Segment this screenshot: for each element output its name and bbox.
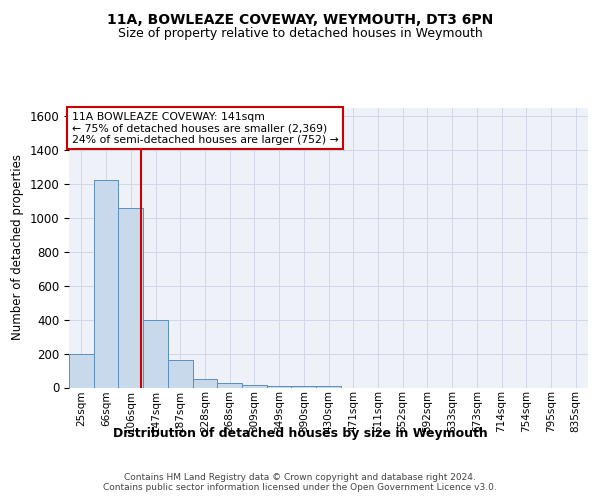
Y-axis label: Number of detached properties: Number of detached properties <box>11 154 24 340</box>
Bar <box>242 385 267 388</box>
Text: Size of property relative to detached houses in Weymouth: Size of property relative to detached ho… <box>118 28 482 40</box>
Text: 11A BOWLEAZE COVEWAY: 141sqm
← 75% of detached houses are smaller (2,369)
24% of: 11A BOWLEAZE COVEWAY: 141sqm ← 75% of de… <box>71 112 338 145</box>
Bar <box>316 386 341 388</box>
Bar <box>292 386 316 388</box>
Bar <box>118 208 143 388</box>
Bar <box>69 354 94 388</box>
Bar <box>143 320 168 388</box>
Bar <box>94 180 118 388</box>
Text: 11A, BOWLEAZE COVEWAY, WEYMOUTH, DT3 6PN: 11A, BOWLEAZE COVEWAY, WEYMOUTH, DT3 6PN <box>107 12 493 26</box>
Bar <box>217 384 242 388</box>
Text: Distribution of detached houses by size in Weymouth: Distribution of detached houses by size … <box>113 428 487 440</box>
Bar <box>193 379 217 388</box>
Text: Contains HM Land Registry data © Crown copyright and database right 2024.
Contai: Contains HM Land Registry data © Crown c… <box>103 472 497 492</box>
Bar <box>168 360 193 388</box>
Bar <box>267 386 292 388</box>
